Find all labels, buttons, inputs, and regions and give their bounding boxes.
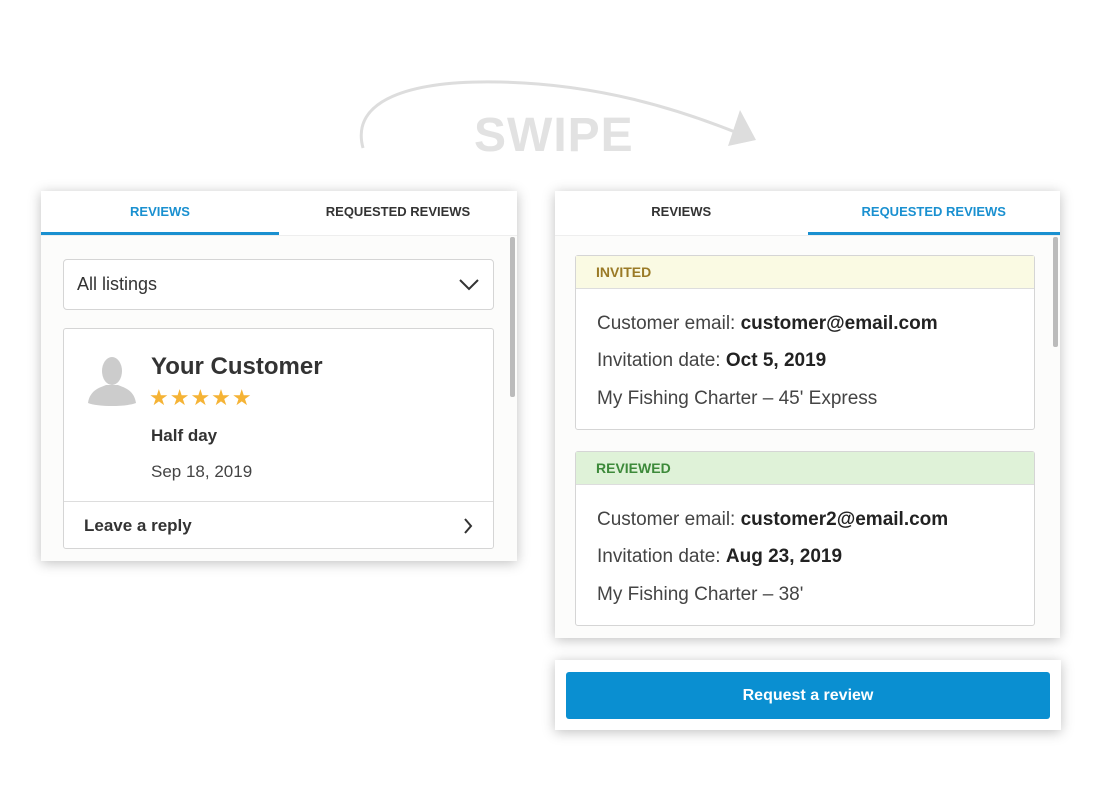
customer-email-row: Customer email: customer2@email.com bbox=[597, 509, 948, 531]
listing-name: My Fishing Charter – 38' bbox=[597, 584, 804, 605]
status-badge: INVITED bbox=[576, 256, 1034, 289]
chevron-down-icon bbox=[459, 278, 479, 290]
email-label: Customer email: bbox=[597, 509, 741, 530]
tab-bar: REVIEWS REQUESTED REVIEWS bbox=[555, 191, 1060, 236]
request-review-bar: Request a review bbox=[555, 660, 1061, 730]
tab-bar: REVIEWS REQUESTED REVIEWS bbox=[41, 191, 517, 236]
scrollbar[interactable] bbox=[1053, 237, 1058, 347]
review-card: Your Customer ★★★★★ Half day Sep 18, 201… bbox=[63, 328, 494, 549]
customer-email-row: Customer email: customer@email.com bbox=[597, 313, 938, 335]
chevron-right-icon bbox=[464, 517, 473, 534]
leave-reply-label: Leave a reply bbox=[84, 515, 192, 535]
leave-reply-button[interactable]: Leave a reply bbox=[64, 501, 493, 549]
date-label: Invitation date: bbox=[597, 350, 726, 371]
review-date: Sep 18, 2019 bbox=[151, 462, 253, 481]
customer-email: customer2@email.com bbox=[740, 509, 949, 530]
status-badge: REVIEWED bbox=[576, 452, 1034, 485]
invitation-date-row: Invitation date: Aug 23, 2019 bbox=[597, 546, 842, 568]
requested-reviews-panel: REVIEWS REQUESTED REVIEWS INVITED Custom… bbox=[555, 191, 1060, 638]
request-card: REVIEWED Customer email: customer2@email… bbox=[575, 451, 1035, 626]
invitation-date: Aug 23, 2019 bbox=[725, 546, 843, 567]
reviewer-name: Your Customer bbox=[151, 353, 323, 380]
email-label: Customer email: bbox=[597, 313, 741, 334]
listing-filter-value: All listings bbox=[77, 274, 158, 294]
listing-name: My Fishing Charter – 45' Express bbox=[597, 388, 878, 409]
swipe-arrow-icon bbox=[359, 80, 756, 149]
scrollbar[interactable] bbox=[510, 237, 515, 397]
invitation-date: Oct 5, 2019 bbox=[725, 350, 827, 371]
listing-filter-select[interactable]: All listings bbox=[63, 259, 494, 310]
swipe-label: SWIPE bbox=[474, 109, 634, 162]
reviews-panel: REVIEWS REQUESTED REVIEWS All listings Y… bbox=[41, 191, 517, 561]
request-review-button[interactable]: Request a review bbox=[566, 672, 1050, 719]
tab-requested-reviews[interactable]: REQUESTED REVIEWS bbox=[807, 191, 1060, 235]
trip-name: Half day bbox=[151, 426, 218, 445]
star-rating: ★★★★★ bbox=[149, 385, 253, 410]
avatar-placeholder-icon bbox=[88, 357, 136, 406]
date-label: Invitation date: bbox=[597, 546, 726, 567]
request-card: INVITED Customer email: customer@email.c… bbox=[575, 255, 1035, 430]
tab-reviews[interactable]: REVIEWS bbox=[41, 191, 279, 235]
tab-requested-reviews[interactable]: REQUESTED REVIEWS bbox=[325, 204, 471, 219]
tab-reviews[interactable]: REVIEWS bbox=[651, 204, 712, 219]
invitation-date-row: Invitation date: Oct 5, 2019 bbox=[597, 350, 826, 372]
customer-email: customer@email.com bbox=[740, 313, 938, 334]
